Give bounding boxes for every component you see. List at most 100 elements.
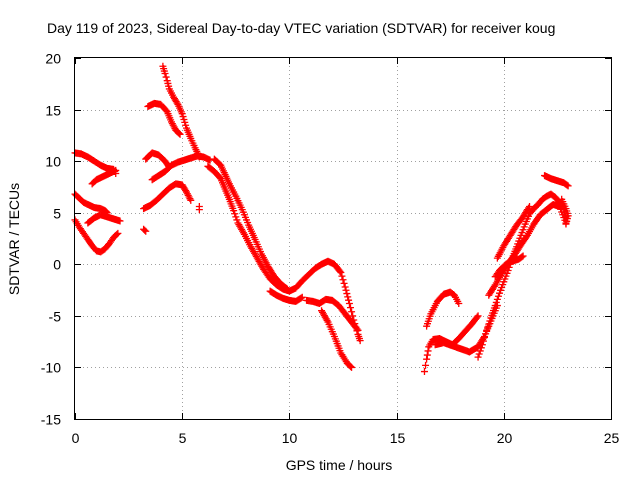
y-tick-label: -10 [41,360,61,376]
data-point [298,293,306,301]
data-point [478,341,486,349]
data-point [112,166,120,174]
data-point [484,323,492,331]
y-tick-label: 0 [53,257,61,273]
data-point [195,206,203,214]
data-point [476,347,484,355]
data-point [424,347,432,355]
data-point [356,337,364,345]
data-point [233,216,241,224]
series-arc-q [318,307,356,371]
data-point [175,130,183,138]
data-point [519,252,527,260]
data-point [239,229,247,237]
data-point [113,230,121,238]
axis-ticks [75,58,612,420]
x-tick-labels: 0 5 10 15 20 25 [72,430,620,446]
data-point [345,299,353,307]
series-arc-j [144,99,184,138]
data-point [323,316,331,324]
data-point [340,279,348,287]
series-arc-g [140,180,195,213]
data-point [347,363,355,371]
data-point [493,295,501,303]
x-axis-label: GPS time / hours [286,457,393,473]
data-point [423,351,431,359]
data-point [354,326,362,334]
data-point [485,320,493,328]
data-point [455,299,463,307]
series-arc-k [159,62,203,161]
data-point [423,355,431,363]
data-point [187,196,195,204]
data-point [486,317,494,325]
series-arc-v [493,203,534,262]
data-point [526,203,534,211]
data-point [422,361,430,369]
data-point [336,267,344,275]
data-point [282,284,290,292]
y-tick-label: -5 [49,309,62,325]
series-arc-h [142,149,173,171]
y-tick-label: 5 [53,206,61,222]
data-point [344,293,352,301]
series-arc-d [71,216,122,256]
plot-frame [74,57,612,420]
series-arc-f [140,225,150,235]
data-point [161,69,169,77]
data-point [142,227,150,235]
data-point [562,220,570,228]
series-arc-e [84,211,124,227]
data-point [473,313,481,321]
data-point [492,298,500,306]
data-point [420,368,428,376]
y-tick-label: 20 [45,51,61,67]
data-point [339,276,347,284]
series-arc-p [303,295,362,334]
series-arc-y [541,172,572,190]
data-point [483,326,491,334]
data-point [474,312,482,320]
data-point [564,182,572,190]
chart-title: Day 119 of 2023, Sidereal Day-to-day VTE… [47,20,555,36]
x-tick-label: 10 [282,430,298,446]
x-tick-label: 15 [390,430,406,446]
data-point [116,217,124,225]
data-point [141,226,149,234]
x-tick-label: 25 [604,430,620,446]
data-point [481,334,489,342]
x-tick-label: 20 [497,430,513,446]
y-axis-label: SDTVAR / TECUs [6,183,22,295]
data-point [341,283,349,291]
series-arc-n [210,155,291,293]
data-point [162,73,170,81]
data-points [71,62,572,376]
data-point [176,130,184,138]
series-arc-u [474,190,570,361]
y-tick-label: 10 [45,154,61,170]
y-tick-label: -15 [41,412,61,428]
data-point [524,204,532,212]
data-point [342,286,350,294]
data-point [337,269,345,277]
data-point [231,210,239,218]
y-tick-labels: -15 -10 -5 0 5 10 15 20 [41,51,61,428]
data-point [479,337,487,345]
data-point [297,294,305,302]
series-arc-o [266,287,306,305]
x-tick-label: 0 [72,430,80,446]
data-point [343,290,351,298]
data-point [494,292,502,300]
data-point [491,302,499,310]
y-tick-label: 15 [45,103,61,119]
x-tick-label: 5 [179,430,187,446]
series-arc-x [491,252,527,281]
data-point [230,207,238,215]
data-point [347,304,355,312]
series-arc-l [195,203,203,214]
data-point [283,285,291,293]
data-point [195,153,203,161]
series-arc-c [88,166,120,188]
data-point [563,181,571,189]
